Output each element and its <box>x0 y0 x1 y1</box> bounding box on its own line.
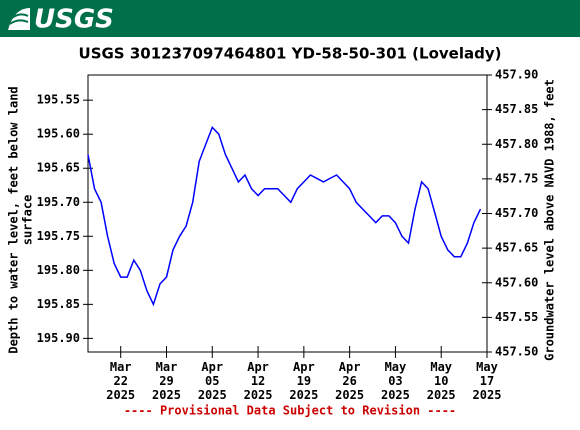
y-tick-label: 195.60 <box>37 127 80 141</box>
x-tick-label: Apr 05 2025 <box>198 360 227 402</box>
y-tick-label: 195.65 <box>37 161 80 175</box>
y-tick-label: 195.80 <box>37 263 80 277</box>
y-axis-label: Depth to water level, feet below land <box>7 86 21 353</box>
x-tick-label: May 17 2025 <box>473 360 502 402</box>
y2-tick-label: 457.50 <box>495 345 538 359</box>
y2-tick-label: 457.80 <box>495 137 538 151</box>
y2-axis-label: Groundwater level above NAVD 1988, feet <box>543 79 557 361</box>
logo-icon <box>8 8 30 30</box>
logo-text: USGS <box>34 5 114 35</box>
y-tick-label: 195.85 <box>37 297 80 311</box>
chart-title: USGS 301237097464801 YD-58-50-301 (Lovel… <box>79 45 502 63</box>
data-line <box>87 126 482 307</box>
x-tick-label: Apr 12 2025 <box>244 360 273 402</box>
y-axis-label: surface <box>21 195 35 246</box>
x-tick-label: Mar 22 2025 <box>106 360 135 402</box>
header-bar <box>0 0 580 37</box>
y2-tick-label: 457.85 <box>495 102 538 116</box>
x-tick-label: May 10 2025 <box>427 360 456 402</box>
x-tick-label: Apr 19 2025 <box>289 360 318 402</box>
x-tick-label: Apr 26 2025 <box>335 360 364 402</box>
x-tick-label: Mar 29 2025 <box>152 360 181 402</box>
y2-tick-label: 457.75 <box>495 171 538 185</box>
y-tick-label: 195.90 <box>37 331 80 345</box>
y2-tick-label: 457.60 <box>495 275 538 289</box>
provisional-note: ---- Provisional Data Subject to Revisio… <box>124 404 456 418</box>
y2-tick-label: 457.55 <box>495 310 538 324</box>
y2-tick-label: 457.70 <box>495 206 538 220</box>
y-tick-label: 195.55 <box>37 93 80 107</box>
y2-tick-label: 457.65 <box>495 241 538 255</box>
y2-tick-label: 457.90 <box>495 68 538 82</box>
y-tick-label: 195.75 <box>37 229 80 243</box>
y-tick-label: 195.70 <box>37 195 80 209</box>
x-tick-label: May 03 2025 <box>381 360 410 402</box>
